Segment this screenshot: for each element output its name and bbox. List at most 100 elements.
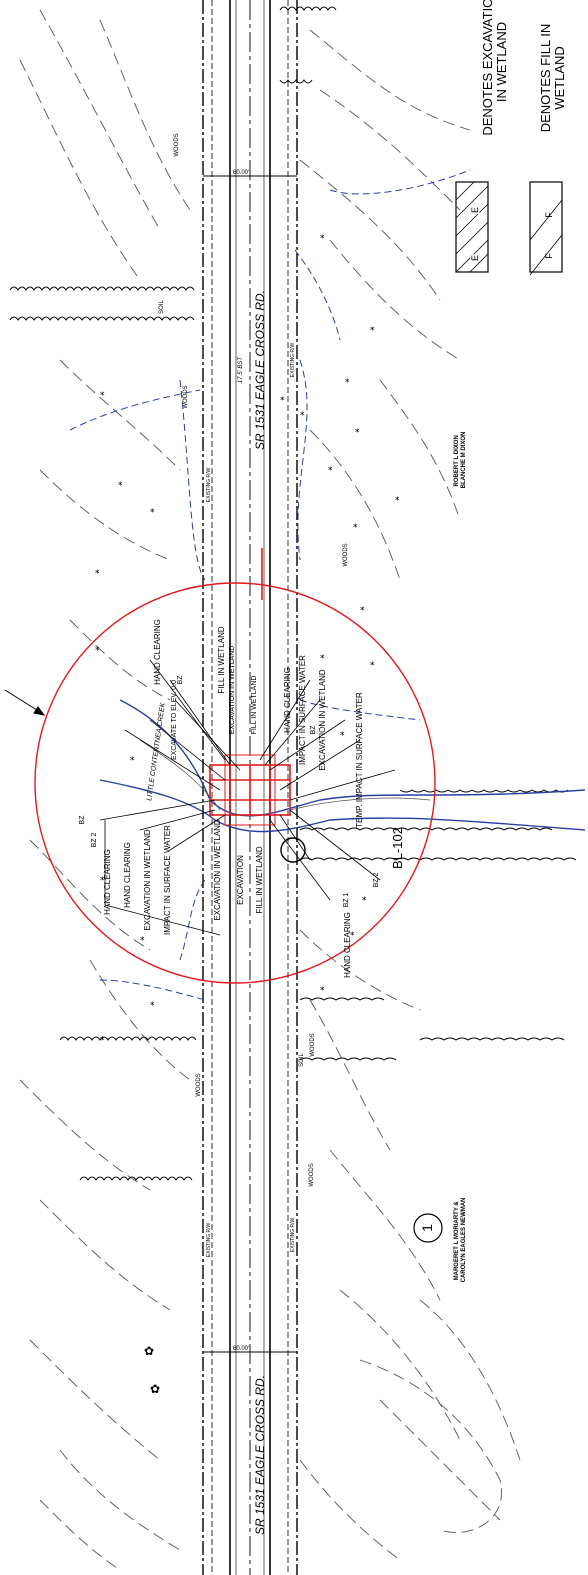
svg-text:⁎: ⁎ xyxy=(395,492,400,502)
legend-exc-symbol-2: E xyxy=(470,255,480,261)
bst-note: 17.5' BST xyxy=(238,356,244,383)
legend-exc-text-2: IN WETLAND xyxy=(494,22,509,102)
soil-label-2: SOIL xyxy=(299,1053,305,1067)
woods-label-2: WOODS xyxy=(183,385,189,408)
woods-label-6: WOODS xyxy=(309,1163,315,1186)
owner-south: MARGERET L MORIARTY & CAROLYN EAGLES NEW… xyxy=(454,1198,467,1283)
annot-impact-east: IMPACT IN SURFACE WATER xyxy=(298,655,307,765)
svg-text:⁎: ⁎ xyxy=(328,462,333,472)
legend: E E DENOTES EXCAVATION IN WETLAND F F DE… xyxy=(455,0,567,276)
svg-text:⁎: ⁎ xyxy=(320,650,325,660)
annot-hand-clearing-3: HAND CLEARING xyxy=(123,842,132,908)
impact-annotations: HAND CLEARING EXCAVATE TO ELEV. 0.0 BZ F… xyxy=(79,619,380,978)
tree-lines xyxy=(9,6,577,1181)
callout-arrow xyxy=(4,689,46,716)
property-owners: ROBERT L DIXON BLANCHE M DIXON MARGERET … xyxy=(454,432,467,1283)
legend-exc-symbol-1: E xyxy=(470,207,480,213)
creek-label: LITTLE CONTENTNEA CREEK xyxy=(146,702,167,801)
svg-text:⁎: ⁎ xyxy=(280,392,285,402)
legend-fill-text-2: WETLAND xyxy=(552,46,567,110)
area-labels: WOODS WOODS WOODS WOODS WOODS WOODS SOIL… xyxy=(146,133,349,1186)
owner-north: ROBERT L DIXON BLANCHE M DIXON xyxy=(454,432,467,489)
existing-rw-3: EXISTING R/W xyxy=(206,1223,212,1258)
annot-bz-east: BZ xyxy=(310,725,317,735)
annot-exc-east: EXCAVATION IN WETLAND xyxy=(318,669,327,771)
svg-text:✿: ✿ xyxy=(150,1382,160,1396)
road-width-upper: 60.00' xyxy=(233,170,249,176)
soil-label-1: SOIL xyxy=(159,300,165,314)
annot-exc-upper-center: EXCAVATION IN WETLAND xyxy=(229,646,236,735)
svg-text:⁎: ⁎ xyxy=(353,519,358,529)
impact-area-circle xyxy=(34,582,436,984)
site-number: 1 xyxy=(419,1224,435,1232)
annot-excavate-elev: EXCAVATE TO ELEV. 0.0 xyxy=(171,680,178,760)
annot-impact-west: IMPACT IN SURFACE WATER xyxy=(163,825,172,935)
annot-fill-lower: FILL IN WETLAND xyxy=(255,846,264,913)
svg-text:⁎: ⁎ xyxy=(350,927,355,937)
road-name-lower: SR 1531 EAGLE CROSS RD. xyxy=(253,1375,267,1535)
woods-label-5: WOODS xyxy=(310,1033,316,1056)
legend-fill-symbol-1: F xyxy=(544,212,554,218)
svg-text:⁎: ⁎ xyxy=(150,997,155,1007)
svg-text:⁎: ⁎ xyxy=(370,657,375,667)
annot-hand-clearing-5: HAND CLEARING xyxy=(343,912,352,978)
road-corridor xyxy=(202,0,298,1575)
svg-text:⁎: ⁎ xyxy=(360,602,365,612)
annot-exc-lower: EXCAVATION IN WETLAND xyxy=(213,819,222,921)
annot-bz2-east: BZ 2 xyxy=(373,873,380,888)
leader-lines xyxy=(99,659,396,936)
svg-text:⁎: ⁎ xyxy=(320,230,325,240)
annot-fill-upper: FILL IN WETLAND xyxy=(217,626,226,693)
svg-text:⁎: ⁎ xyxy=(340,727,345,737)
legend-excavation: E E DENOTES EXCAVATION IN WETLAND xyxy=(455,0,509,273)
annot-fill-upper-east: FILL IN WETLAND xyxy=(251,676,258,735)
wetland-symbols: ⁎ ⁎ ⁎ ⁎ ⁎ ⁎ ⁎ ⁎ ⁎ ⁎ ⁎ ⁎ ⁎ ⁎ ⁎ ⁎ ⁎ ⁎ ⁎ ⁎ ⁎ ⁎ ⁎ ⁎ ⁎ ⁎ xyxy=(95,230,400,1042)
topographic-contours xyxy=(19,9,521,1571)
legend-exc-text-1: DENOTES EXCAVATION xyxy=(480,0,495,136)
annot-exc-west: EXCAVATION IN WETLAND xyxy=(143,829,152,931)
road-width-lower: 60.00' xyxy=(233,1346,249,1352)
svg-text:⁎: ⁎ xyxy=(95,565,100,575)
woods-label-4: WOODS xyxy=(196,1073,202,1096)
svg-text:⁎: ⁎ xyxy=(118,477,123,487)
svg-text:⁎: ⁎ xyxy=(345,374,350,384)
svg-text:⁎: ⁎ xyxy=(370,322,375,332)
annot-hand-clearing-1: HAND CLEARING xyxy=(153,619,162,685)
svg-text:✿: ✿ xyxy=(144,1344,154,1358)
annot-exc-lower-2: EXCAVATION xyxy=(236,855,245,905)
svg-text:⁎: ⁎ xyxy=(130,752,135,762)
road-name-upper: SR 1531 EAGLE CROSS RD. xyxy=(253,290,267,450)
road-labels: SR 1531 EAGLE CROSS RD. SR 1531 EAGLE CR… xyxy=(206,170,296,1535)
existing-rw-4: EXISTING R/W xyxy=(290,1218,296,1253)
svg-text:⁎: ⁎ xyxy=(95,642,100,652)
annot-bz2-west: BZ 2 xyxy=(91,833,98,848)
wetland-boundaries xyxy=(69,169,471,1001)
legend-fill-text-1: DENOTES FILL IN xyxy=(538,24,553,133)
svg-text:⁎: ⁎ xyxy=(355,424,360,434)
existing-rw-1: EXISTING R/W xyxy=(206,468,212,503)
bridge-line-label: BL-102 xyxy=(390,827,405,869)
svg-text:⁎: ⁎ xyxy=(150,504,155,514)
annot-bz-upper: BZ xyxy=(177,675,184,685)
existing-rw-2: EXISTING R/W xyxy=(290,343,296,378)
tree-symbols: ✿ ✿ xyxy=(144,1344,160,1396)
bridge-line-marker: BL-102 xyxy=(280,827,405,869)
svg-text:⁎: ⁎ xyxy=(140,932,145,942)
woods-label-3: WOODS xyxy=(343,543,349,566)
svg-text:⁎: ⁎ xyxy=(300,407,305,417)
svg-text:⁎: ⁎ xyxy=(100,872,105,882)
bridge-impact-zone xyxy=(209,754,291,826)
svg-text:⁎: ⁎ xyxy=(100,1032,105,1042)
annot-hand-clearing-4: HAND CLEARING xyxy=(283,667,292,733)
legend-fill: F F DENOTES FILL IN WETLAND xyxy=(529,24,567,276)
svg-text:⁎: ⁎ xyxy=(100,387,105,397)
creek-channel xyxy=(99,699,586,833)
annot-bz-west: BZ xyxy=(79,815,86,825)
svg-text:⁎: ⁎ xyxy=(320,982,325,992)
legend-fill-symbol-2: F xyxy=(544,253,554,259)
woods-label-1: WOODS xyxy=(174,133,180,156)
annot-hand-clearing-2: HAND CLEARING xyxy=(103,849,112,915)
annot-bz1-east: BZ 1 xyxy=(343,893,350,908)
annot-temp-impact: TEMP. IMPACT IN SURFACE WATER xyxy=(355,692,364,828)
